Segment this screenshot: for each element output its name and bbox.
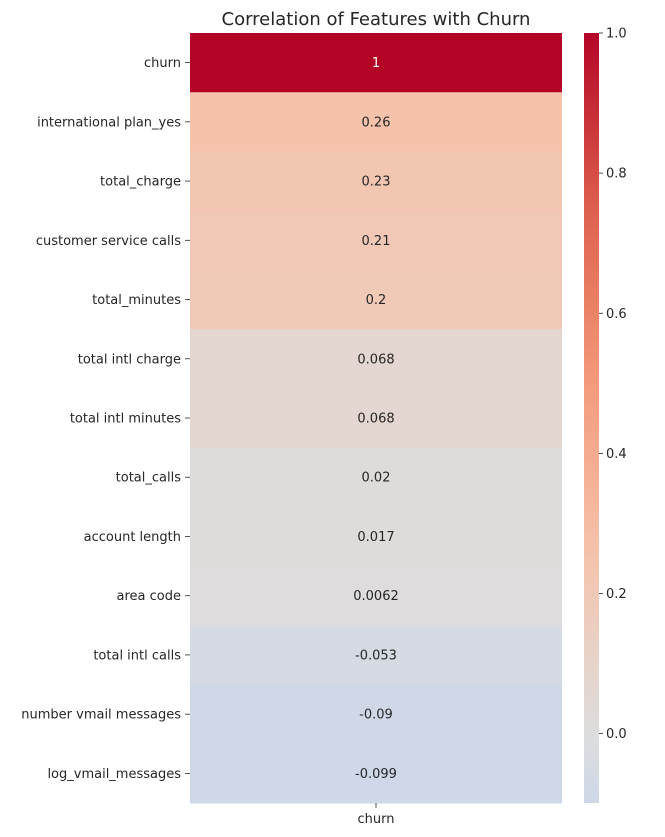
heatmap-cell [190,447,562,508]
y-tick-labels: churn international plan_yes total_chargec… [21,56,190,782]
cell-value-label: -0.09 [359,708,393,723]
cell-value-label: 0.23 [362,175,391,190]
cell-value-label: 0.017 [357,530,394,545]
cell-value-label: 1 [372,56,380,71]
chart-title: Correlation of Features with Churn [222,9,531,30]
y-tick-label: total_minutes [92,293,181,308]
y-tick-label: international plan_yes [37,115,181,130]
cell-value-label: -0.053 [355,648,397,663]
cell-value-label: 0.068 [357,412,394,427]
y-tick-label: total intl charge [78,352,181,367]
cell-value-label: 0.21 [362,234,391,249]
heatmap-cell [190,684,562,745]
x-tick-labels: churn [358,803,395,827]
cell-value-label: 0.02 [362,471,391,486]
heatmap-cell [190,625,562,686]
heatmap-cell [190,329,562,389]
cell-value-label: -0.099 [355,767,397,782]
colorbar-tick-label: 0.4 [606,447,627,462]
y-tick-label: customer service calls [36,234,181,249]
y-tick-label: total intl minutes [70,412,181,427]
heatmap-cell [190,210,562,271]
x-tick-label: churn [358,812,395,827]
heatmap-cell [190,92,562,152]
colorbar-tick-label: 0.0 [606,727,627,742]
colorbar: 0.0 0.2 0.4 0.6 0.8 1.0 [584,27,627,803]
heatmap-cell [190,743,562,804]
y-tick-label: log_vmail_messages [47,767,181,782]
colorbar-tick-label: 0.6 [606,307,627,322]
cell-value-label: 0.0062 [353,589,399,604]
heatmap-cell [190,566,562,626]
heatmap-cell [190,388,562,449]
cell-value-label: 0.068 [357,352,394,367]
heatmap-cell [190,269,562,330]
cell-value-label: 0.26 [362,115,391,130]
colorbar-gradient [584,33,599,803]
y-tick-label: account length [84,530,181,545]
y-tick-label: total_charge [100,175,181,190]
y-tick-label: area code [117,589,181,604]
y-tick-label: total intl calls [93,648,181,663]
y-tick-label: churn [144,56,181,71]
heatmap-cell [190,151,562,212]
colorbar-tick-label: 0.2 [606,587,627,602]
y-tick-label: number vmail messages [21,708,181,723]
colorbar-tick-label: 0.8 [606,167,627,182]
cell-value-label: 0.2 [366,293,387,308]
y-tick-label: total_calls [116,471,182,486]
colorbar-tick-label: 1.0 [606,27,627,42]
heatmap-cell [190,506,562,567]
heatmap-cells: 1 0.26 0.23 0.21 0.2 0.068 0.068 0.02 0.017 0.006… [190,33,562,804]
heatmap-cell [190,33,562,93]
